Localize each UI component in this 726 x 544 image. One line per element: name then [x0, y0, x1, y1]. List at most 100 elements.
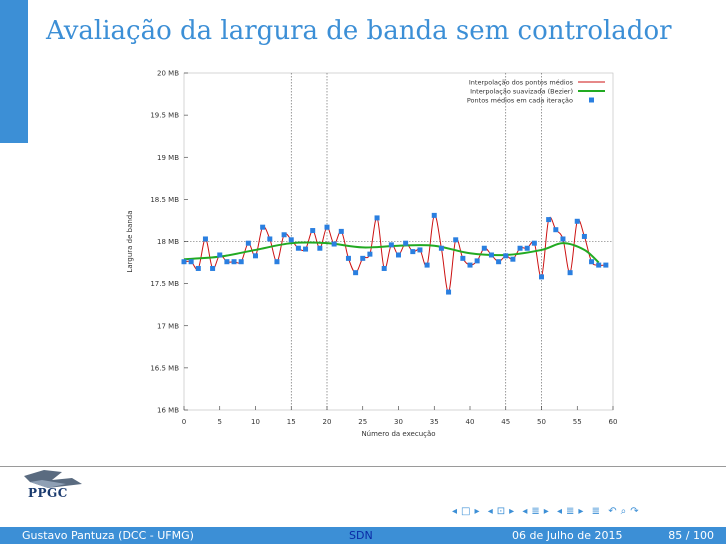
- subsection-next-icon[interactable]: ▸: [509, 506, 516, 517]
- mean-data-point: [381, 265, 387, 271]
- mean-data-point: [488, 252, 494, 258]
- legend-label: Interpolação suavizada (Bezier): [470, 88, 573, 96]
- mean-data-point: [195, 265, 201, 271]
- mean-data-point: [553, 227, 559, 233]
- x-tick-label: 55: [573, 418, 582, 426]
- mean-data-point: [460, 255, 466, 261]
- mean-data-point: [481, 245, 487, 251]
- y-tick-label: 20 MB: [157, 70, 179, 78]
- mean-data-point: [396, 252, 401, 258]
- footer-page-number: 85 / 100: [668, 529, 714, 542]
- mean-data-point: [238, 259, 244, 265]
- mean-data-point: [231, 259, 237, 265]
- mean-data-point: [295, 245, 301, 251]
- mean-data-point: [596, 262, 602, 268]
- mean-data-point: [202, 236, 208, 242]
- y-tick-label: 19.5 MB: [150, 112, 179, 120]
- mean-data-point: [589, 259, 595, 265]
- mean-data-point: [274, 259, 280, 265]
- frame-prev-icon[interactable]: ◂: [452, 506, 459, 517]
- slide-icon: ≣: [566, 506, 576, 517]
- toc-icon[interactable]: ≣: [591, 506, 602, 517]
- x-axis-label: Número da execução: [361, 430, 435, 438]
- mean-data-point: [574, 218, 580, 224]
- x-tick-label: 35: [430, 418, 439, 426]
- ppgc-logo-icon: [24, 470, 82, 488]
- forward-icon[interactable]: ↷: [630, 506, 640, 517]
- mean-data-point: [539, 274, 544, 280]
- subsection-icon: ⊡: [496, 506, 507, 517]
- mean-data-point: [446, 289, 452, 295]
- search-icon[interactable]: ⌕: [620, 506, 628, 517]
- left-accent-bar: [0, 0, 28, 143]
- x-tick-label: 45: [501, 418, 510, 426]
- x-tick-label: 5: [218, 418, 222, 426]
- mean-data-point: [345, 255, 351, 261]
- mean-data-point: [245, 240, 251, 246]
- mean-data-point: [417, 247, 423, 253]
- beamer-navigation: ◂ □ ▸ ◂ ⊡ ▸ ◂ ≣ ▸ ◂ ≣ ▸ ≣ ↶ ⌕ ↷: [452, 506, 643, 517]
- mean-data-point: [288, 237, 294, 243]
- x-tick-label: 15: [287, 418, 296, 426]
- mean-data-point: [453, 237, 459, 243]
- x-tick-label: 25: [358, 418, 367, 426]
- slide-prev-icon[interactable]: ◂: [556, 506, 564, 517]
- section-next-icon[interactable]: ▸: [543, 506, 550, 517]
- legend-label: Interpolação dos pontos médios: [469, 79, 574, 87]
- mean-data-point: [496, 259, 502, 265]
- mean-data-point: [353, 270, 359, 276]
- footer-divider: [0, 466, 726, 467]
- mean-data-point: [310, 228, 316, 234]
- mean-data-point: [438, 245, 444, 251]
- mean-data-point: [524, 245, 530, 251]
- bandwidth-chart: 16 MB 16.5 MB 17 MB 17.5 MB 18 MB 18.5 MB 19 M…: [126, 70, 617, 439]
- footer-date: 06 de Julho de 2015: [512, 529, 623, 542]
- mean-data-point: [188, 259, 194, 265]
- interpolation-series-line: [183, 214, 606, 293]
- subsection-prev-icon[interactable]: ◂: [487, 506, 494, 517]
- mean-data-point: [603, 262, 609, 268]
- mean-data-point: [281, 232, 287, 238]
- footer-author: Gustavo Pantuza (DCC - UFMG): [22, 529, 194, 542]
- mean-data-point: [424, 262, 430, 268]
- mean-data-point: [467, 262, 473, 268]
- legend-swatch: [589, 97, 594, 103]
- x-tick-label: 50: [537, 418, 546, 426]
- footer-section[interactable]: SDN: [349, 529, 373, 542]
- mean-data-point: [503, 253, 509, 259]
- mean-data-point: [367, 251, 373, 257]
- mean-data-point: [474, 258, 480, 264]
- mean-data-point: [531, 240, 537, 246]
- mean-data-point: [331, 241, 337, 247]
- mean-data-point: [546, 217, 552, 223]
- mean-data-point: [360, 255, 366, 261]
- section-prev-icon[interactable]: ◂: [522, 506, 529, 517]
- mean-data-point: [510, 256, 516, 262]
- mean-data-point: [181, 259, 187, 265]
- mean-data-point: [224, 259, 230, 265]
- mean-data-point: [410, 249, 416, 255]
- slide-next-icon[interactable]: ▸: [578, 506, 585, 517]
- y-tick-label: 17 MB: [157, 322, 179, 330]
- frame-icon: □: [461, 506, 472, 517]
- mean-data-point: [388, 242, 394, 248]
- y-tick-label: 17.5 MB: [150, 280, 179, 288]
- y-tick-label: 18.5 MB: [150, 196, 179, 204]
- back-icon[interactable]: ↶: [608, 506, 618, 517]
- y-tick-label: 16.5 MB: [150, 364, 179, 372]
- mean-data-point: [403, 240, 409, 246]
- mean-data-point: [303, 246, 309, 252]
- slide-title: Avaliação da largura de banda sem contro…: [46, 16, 672, 46]
- legend-label: Pontos médios em cada iteração: [467, 97, 573, 105]
- mean-data-point: [560, 236, 566, 242]
- mean-data-point: [338, 228, 344, 234]
- bezier-series-line: [183, 241, 600, 264]
- mean-data-point: [317, 245, 323, 251]
- mean-data-point: [267, 236, 273, 242]
- x-tick-label: 40: [466, 418, 475, 426]
- mean-data-point: [581, 233, 587, 239]
- frame-next-icon[interactable]: ▸: [474, 506, 481, 517]
- mean-data-point: [517, 245, 523, 251]
- section-icon: ≣: [531, 506, 541, 517]
- mean-data-point: [374, 215, 380, 221]
